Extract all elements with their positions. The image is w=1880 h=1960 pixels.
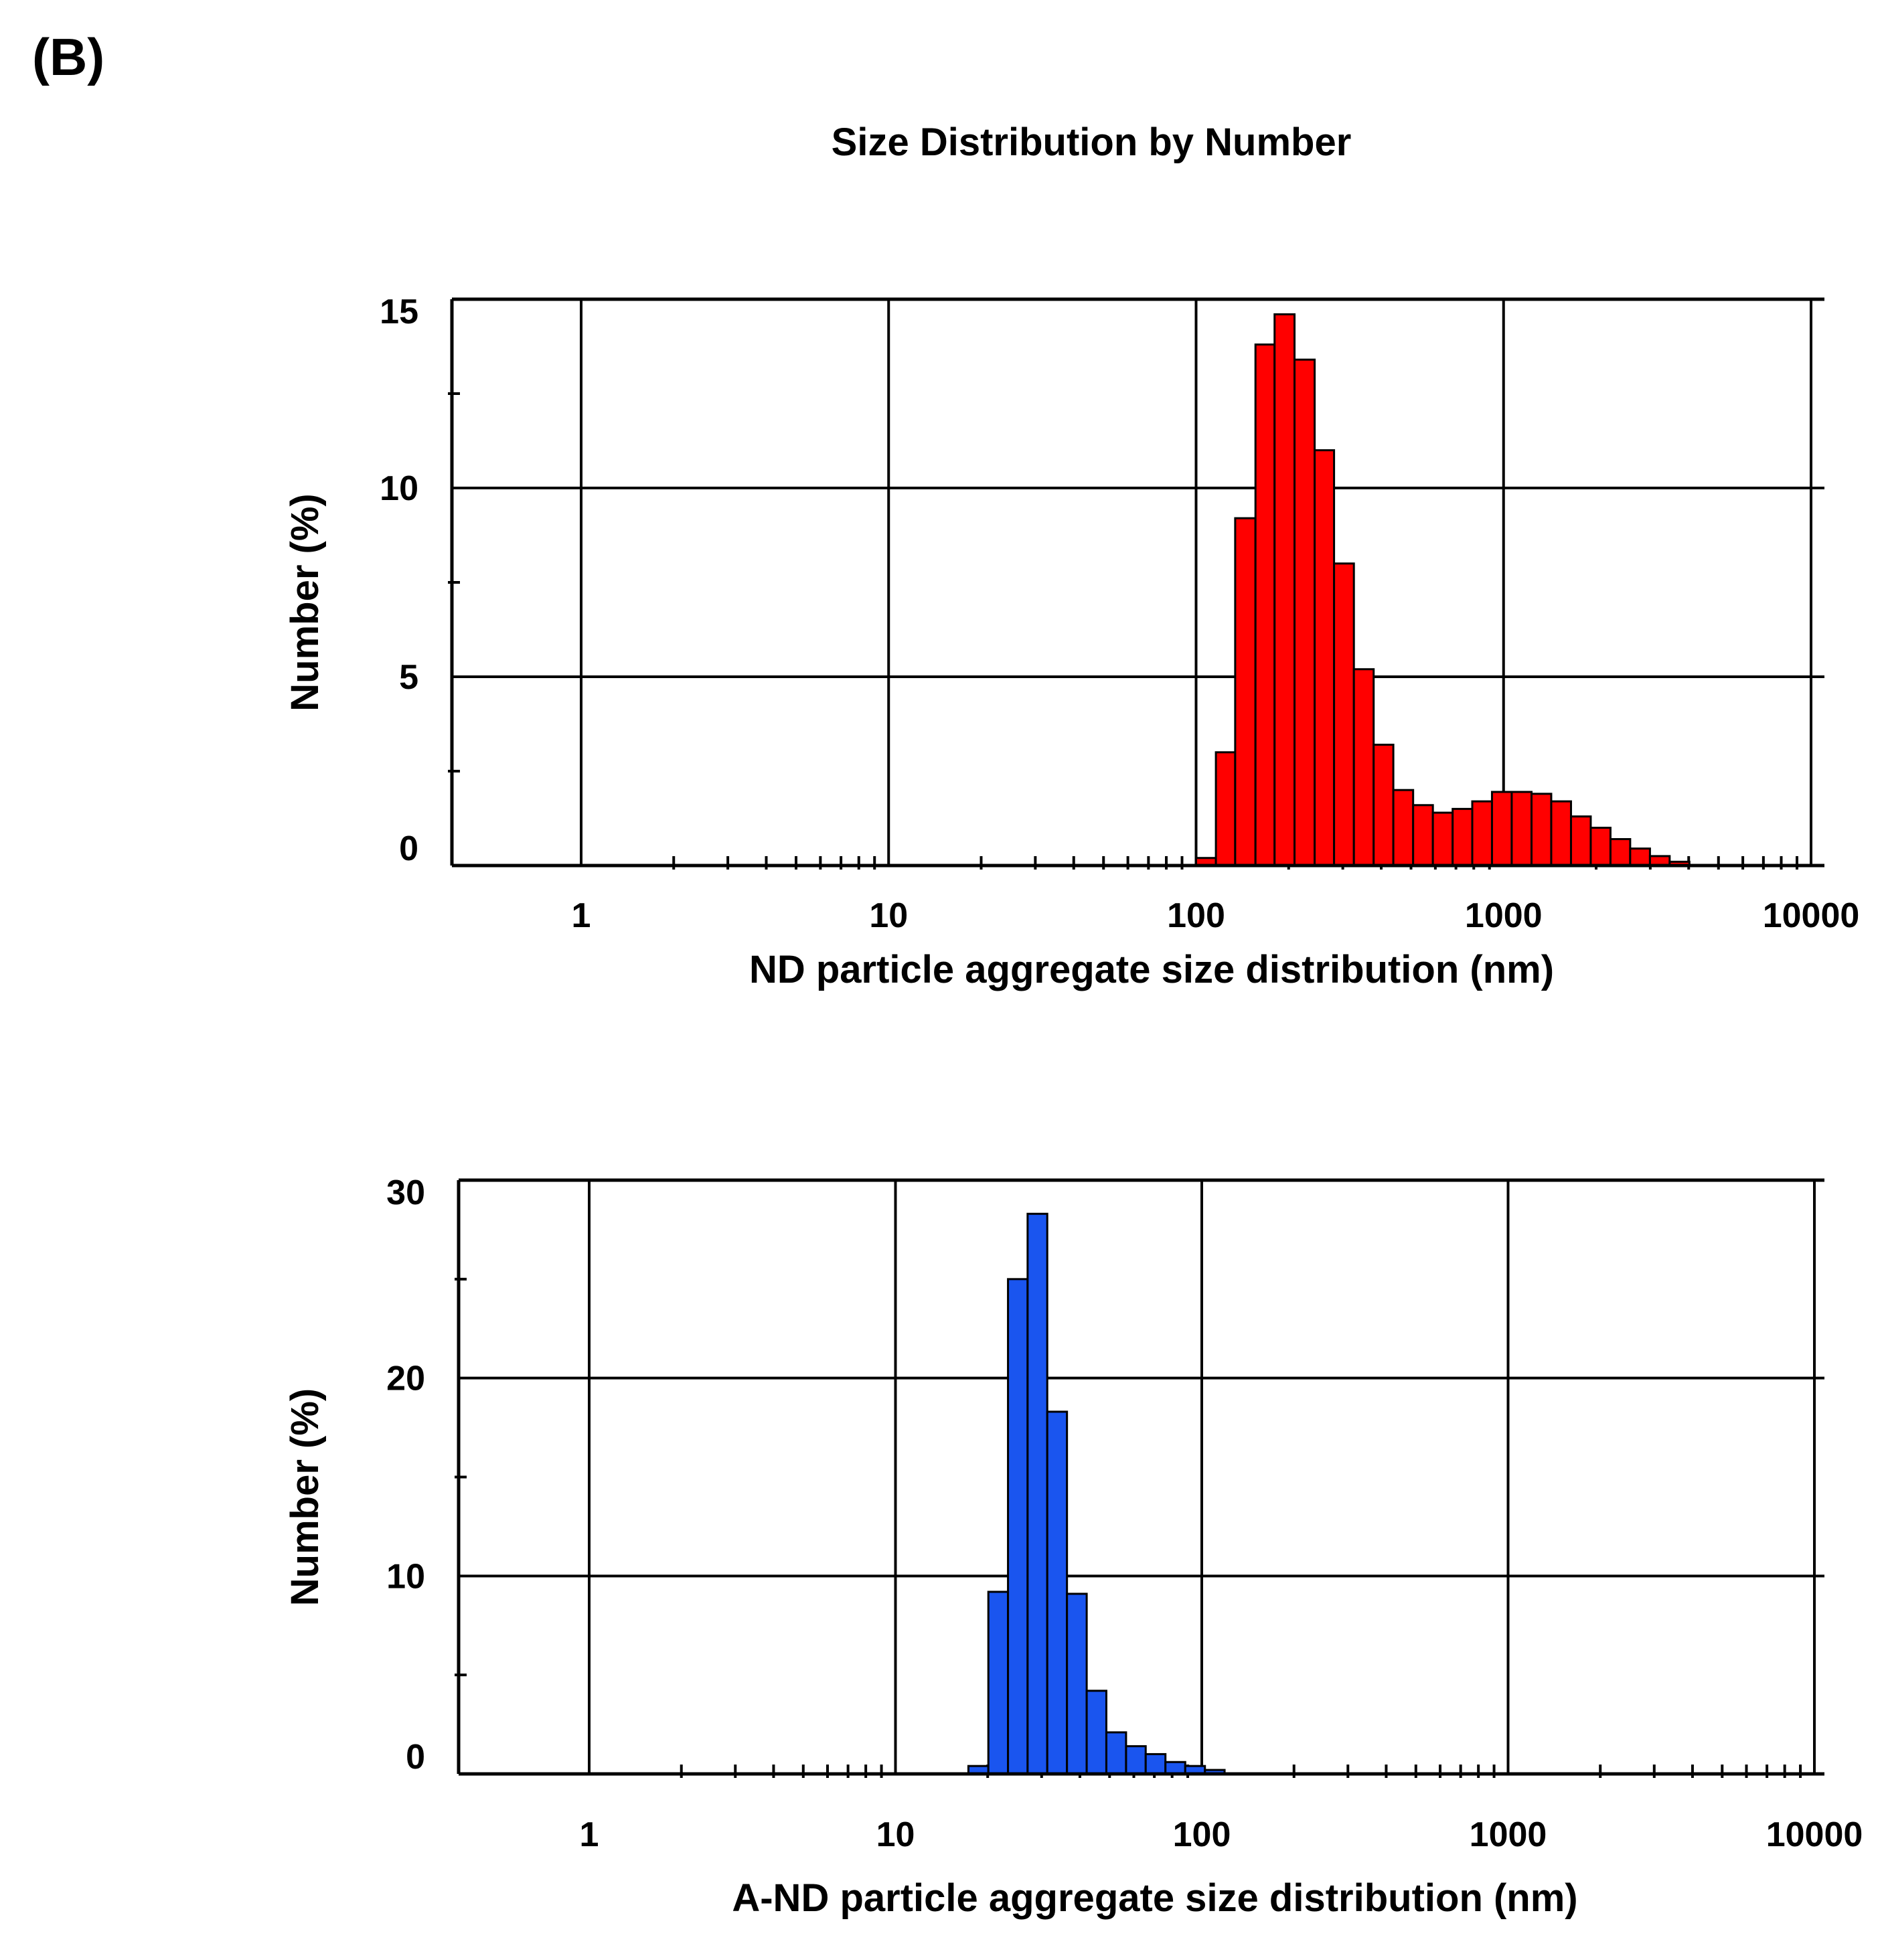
panel-label: (B) xyxy=(32,27,104,86)
bar xyxy=(1273,313,1296,867)
bar xyxy=(987,1590,1010,1775)
bar xyxy=(1215,751,1237,867)
bar xyxy=(1125,1745,1147,1775)
y-tick-label: 0 xyxy=(399,829,418,868)
chart-nd: 0 5 10 15 1 10 100 1000 10000 ND particle aggrega… xyxy=(283,293,1859,991)
y-axis-label: Number (%) xyxy=(283,1388,327,1606)
bar xyxy=(1105,1731,1127,1775)
y-tick-label: 15 xyxy=(380,293,418,331)
x-tick-label: 1 xyxy=(580,1815,599,1854)
x-axis-label: ND particle aggregate size distribution … xyxy=(749,948,1554,991)
bar xyxy=(1085,1690,1107,1775)
bar xyxy=(1352,668,1375,867)
y-tick-label: 30 xyxy=(386,1173,425,1212)
bar xyxy=(1629,847,1651,867)
y-axis-label: Number (%) xyxy=(283,493,327,711)
bar xyxy=(1609,838,1632,867)
bar xyxy=(1314,449,1336,867)
bar xyxy=(1510,791,1533,867)
bar xyxy=(1589,827,1612,867)
x-tick-label: 100 xyxy=(1173,1815,1231,1854)
bar xyxy=(1046,1410,1069,1775)
bar xyxy=(1066,1592,1088,1775)
bar xyxy=(1550,800,1572,867)
bar xyxy=(1144,1752,1167,1775)
x-tick-label: 10 xyxy=(869,896,908,935)
bar xyxy=(1452,807,1474,867)
bar xyxy=(1412,804,1434,867)
y-tick-label: 5 xyxy=(399,658,418,697)
y-tick-label: 20 xyxy=(386,1360,425,1398)
chart-a-nd: 0 10 20 30 1 10 100 1000 10000 A-ND particle aggr… xyxy=(283,1173,1863,1920)
x-tick-label: 100 xyxy=(1167,896,1225,935)
x-tick-label: 1000 xyxy=(1470,1815,1547,1854)
x-tick-label: 10 xyxy=(876,1815,915,1854)
bar xyxy=(1471,800,1493,867)
bar xyxy=(1007,1278,1029,1775)
bar xyxy=(1026,1212,1048,1775)
bar xyxy=(1531,793,1553,867)
bar xyxy=(1254,343,1276,867)
x-tick-label: 1 xyxy=(572,896,591,935)
x-tick-label: 10000 xyxy=(1766,1815,1863,1854)
bar xyxy=(1234,517,1257,867)
figure-title: Size Distribution by Number xyxy=(832,120,1352,164)
x-tick-label: 1000 xyxy=(1465,896,1543,935)
bar xyxy=(1333,562,1355,867)
y-tick-label: 10 xyxy=(386,1557,425,1596)
bar xyxy=(1490,791,1513,867)
bar xyxy=(1569,815,1592,867)
bar xyxy=(1164,1761,1186,1775)
bar xyxy=(1294,358,1316,867)
y-tick-label: 0 xyxy=(406,1738,425,1777)
bar xyxy=(1392,789,1415,867)
x-axis-label: A-ND particle aggregate size distributio… xyxy=(732,1876,1577,1920)
bar xyxy=(1431,811,1454,867)
y-tick-label: 10 xyxy=(380,469,418,508)
bar xyxy=(1373,744,1395,867)
x-tick-label: 10000 xyxy=(1763,896,1860,935)
